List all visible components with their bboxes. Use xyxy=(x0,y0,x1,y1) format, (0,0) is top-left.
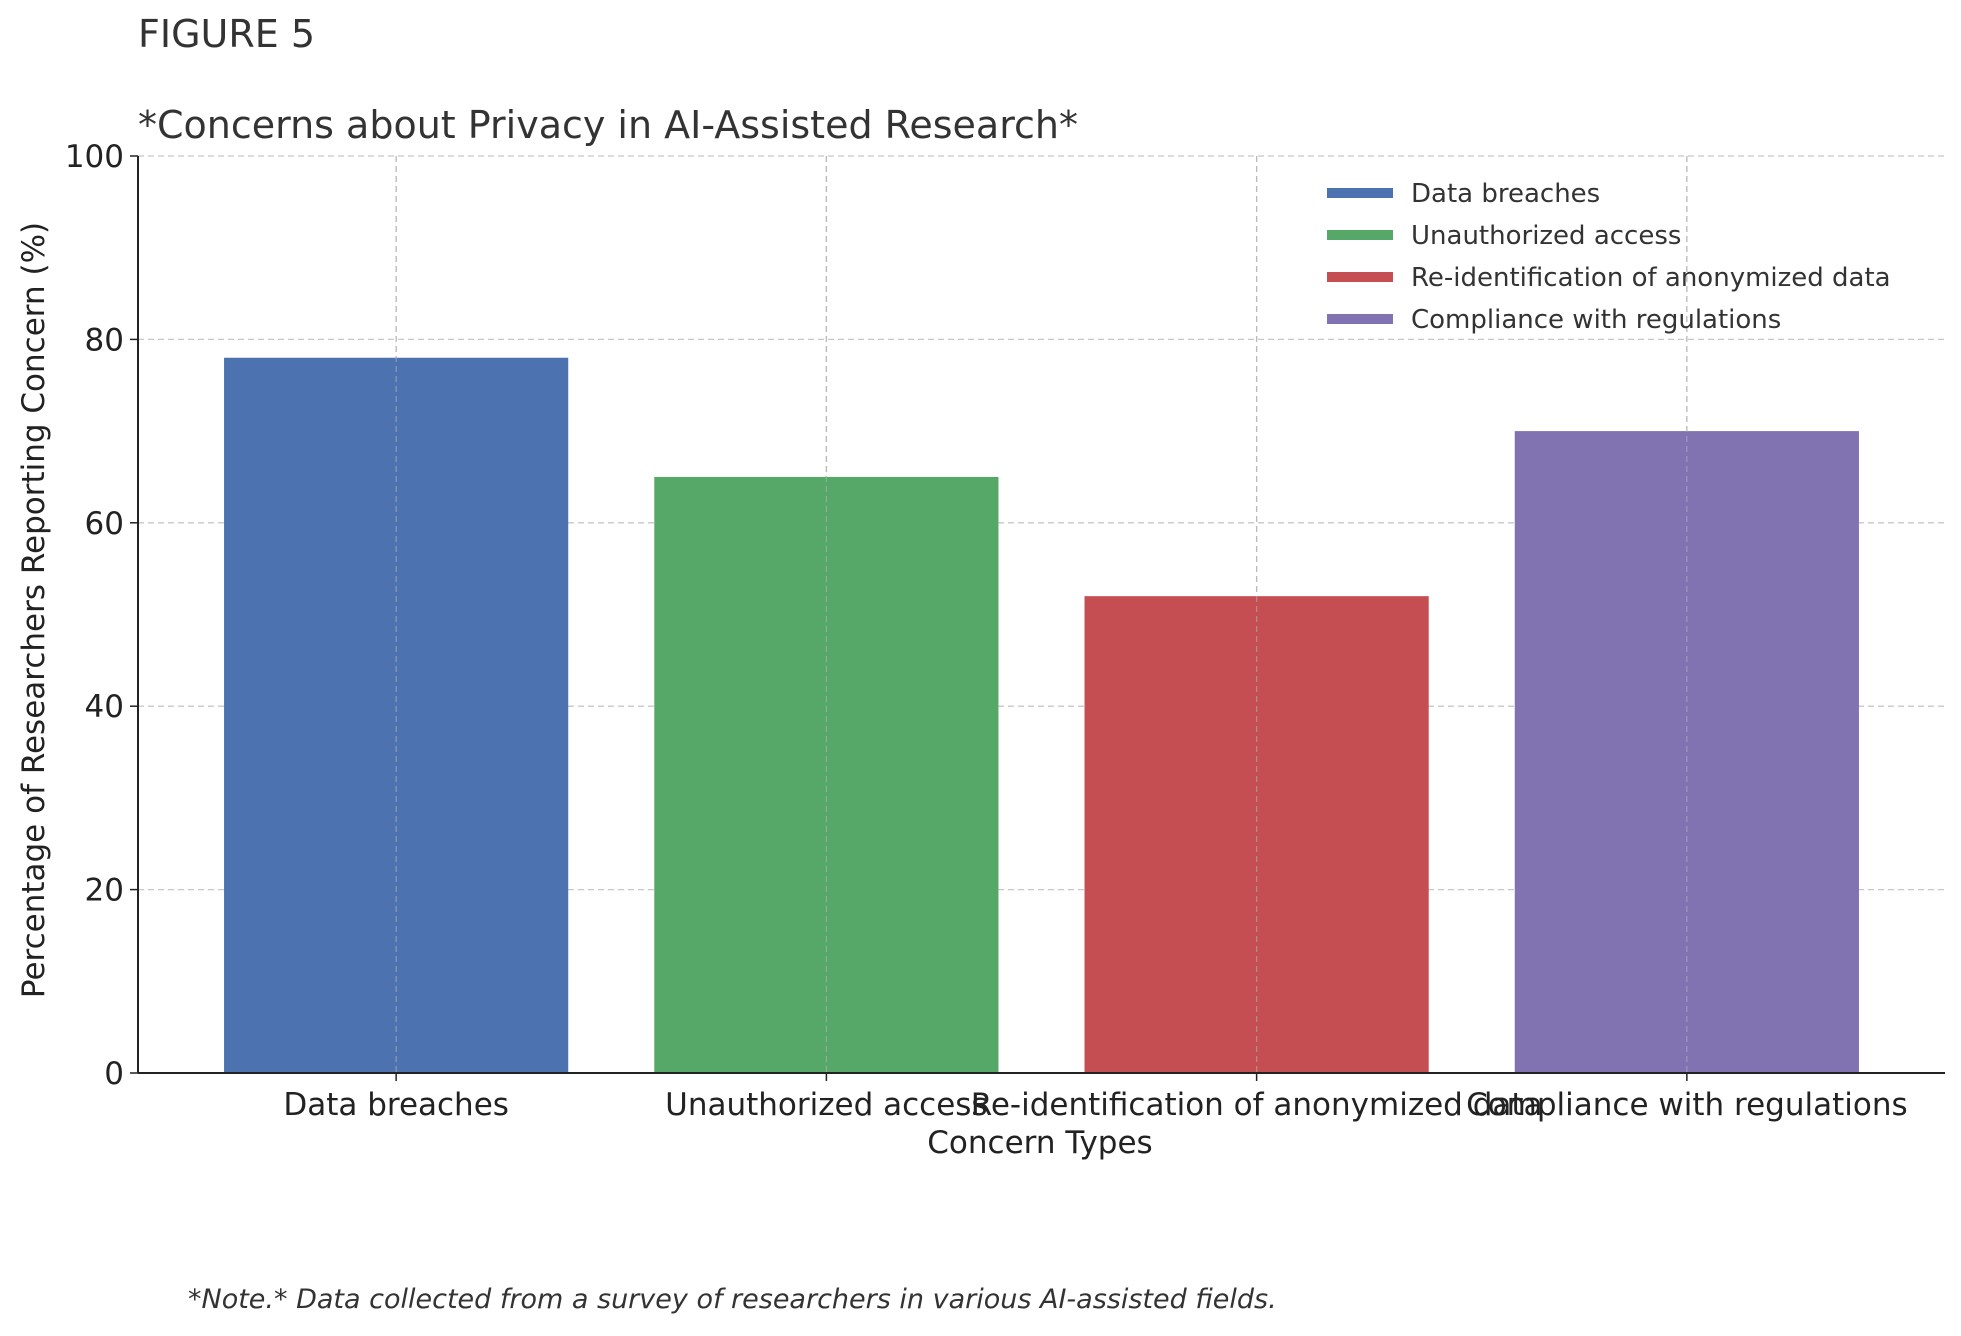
x-tick-label: Compliance with regulations xyxy=(1466,1087,1908,1123)
axes: 0 20 40 60 80 100 Data breaches Unauthorized ac… xyxy=(65,139,1945,1123)
y-tick-label: 100 xyxy=(65,139,124,175)
y-tick-label: 0 xyxy=(104,1056,124,1092)
legend-label: Data breaches xyxy=(1411,179,1600,209)
x-axis-label: Concern Types xyxy=(927,1125,1152,1161)
bars xyxy=(224,156,1859,1074)
x-tick-label: Data breaches xyxy=(283,1087,509,1123)
legend-label: Compliance with regulations xyxy=(1411,305,1781,335)
x-tick-label: Re-identification of anonymized data xyxy=(971,1087,1543,1123)
y-tick-label: 20 xyxy=(85,873,124,909)
legend: Data breaches Unauthorized access Re-ident… xyxy=(1327,179,1891,335)
legend-swatch xyxy=(1327,272,1393,282)
x-tick-label: Unauthorized access xyxy=(665,1087,987,1123)
bar-1 xyxy=(224,357,569,1073)
bar-3 xyxy=(1084,596,1429,1073)
chart-title: *Concerns about Privacy in AI-Assisted R… xyxy=(138,103,1078,147)
legend-swatch xyxy=(1327,314,1393,324)
legend-swatch xyxy=(1327,230,1393,240)
y-tick-label: 60 xyxy=(85,506,124,542)
y-axis-label: Percentage of Researchers Reporting Conc… xyxy=(16,222,52,998)
legend-swatch xyxy=(1327,188,1393,198)
figure-label: FIGURE 5 xyxy=(138,12,315,56)
y-tick-label: 40 xyxy=(85,689,124,725)
figure-note: *Note.* Data collected from a survey of … xyxy=(188,1284,1277,1315)
legend-label: Unauthorized access xyxy=(1411,221,1681,251)
y-tick-label: 80 xyxy=(85,322,124,358)
legend-label: Re-identification of anonymized data xyxy=(1411,263,1891,293)
